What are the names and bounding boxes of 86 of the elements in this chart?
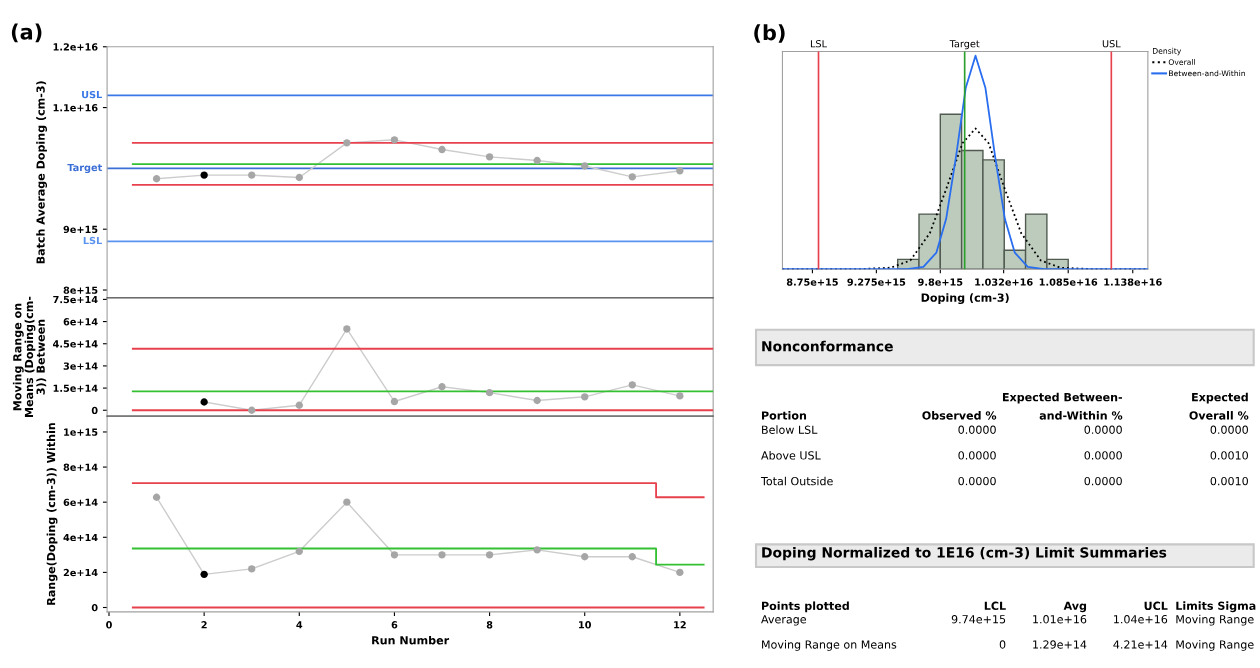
category-label: Above USL bbox=[761, 451, 821, 460]
data-label: Moving Range bbox=[1176, 640, 1254, 651]
ref-line-label: LSL bbox=[810, 40, 827, 48]
y-tick-label: 1.5e+14 bbox=[53, 384, 98, 392]
data-label: 9.74e+15 bbox=[951, 615, 1006, 624]
point bbox=[485, 388, 494, 397]
ref-line-label: Target bbox=[949, 40, 980, 50]
point bbox=[676, 392, 684, 400]
category-label: Below LSL bbox=[762, 425, 818, 434]
x-tick-label: 0 bbox=[106, 621, 112, 629]
point bbox=[295, 401, 303, 409]
y-tick-label: 1.1e+16 bbox=[53, 104, 98, 112]
y-tick-label: 9e+15 bbox=[63, 225, 98, 234]
data-label: 0.0010 bbox=[1210, 451, 1248, 460]
x-tick-label: 8 bbox=[486, 621, 493, 629]
data-label: 0.0000 bbox=[1210, 425, 1248, 434]
y-tick-label: 0 bbox=[91, 406, 98, 415]
data-label: 0.0000 bbox=[1084, 425, 1122, 434]
text: Doping Normalized to 1E16 (cm-3) Limit Summaries bbox=[762, 546, 1167, 561]
point bbox=[390, 397, 399, 406]
y-axis-title: Range(Doping (cm-3)) Within bbox=[46, 423, 58, 605]
text: Nonconformance bbox=[762, 340, 893, 352]
category-label: Total Outside bbox=[760, 476, 833, 486]
data-label: 0.0010 bbox=[1210, 476, 1248, 486]
x-tick-label: 8.75e+15 bbox=[786, 278, 838, 286]
y-tick-label: 4.5e+14 bbox=[53, 340, 98, 348]
data-label: 1.01e+16 bbox=[1033, 615, 1087, 624]
category-label: Moving Range on Means bbox=[762, 640, 897, 651]
point bbox=[248, 406, 256, 414]
data-label: Moving Range bbox=[1176, 614, 1254, 626]
x-axis-title: Run Number bbox=[372, 635, 450, 645]
text: Avg bbox=[1063, 601, 1087, 613]
y-tick-label: 8e+14 bbox=[63, 463, 98, 471]
text: LCL bbox=[984, 601, 1006, 611]
ref-line-label: Target bbox=[67, 163, 103, 174]
y-tick-label: 1.2e+16 bbox=[53, 43, 98, 51]
text: Expected Between- and-Within % bbox=[1002, 392, 1123, 420]
y-axis-title: Moving Range on Means (Doping(cm- 3)) Between bbox=[12, 296, 47, 417]
y-tick-label: 6e+14 bbox=[63, 318, 98, 326]
data-label: 0 bbox=[999, 640, 1006, 649]
data-label: 4.21e+14 bbox=[1113, 640, 1168, 649]
point bbox=[628, 381, 636, 389]
x-tick-label: 12 bbox=[674, 621, 686, 629]
text: (a) bbox=[11, 23, 42, 43]
data-label: 0.0000 bbox=[958, 451, 996, 460]
x-tick-label: 1.138e+16 bbox=[1104, 278, 1162, 286]
point bbox=[200, 398, 208, 406]
text: UCL bbox=[1144, 601, 1168, 611]
x-axis-title: Doping (cm-3) bbox=[921, 293, 1009, 305]
data-label: 0.0000 bbox=[1084, 451, 1122, 460]
text: (b) bbox=[754, 24, 785, 43]
x-tick-label: 9.275e+15 bbox=[847, 278, 906, 286]
ref-line-label: USL bbox=[82, 90, 102, 99]
x-tick-label: 4 bbox=[296, 621, 303, 629]
ref-line-label: LSL bbox=[83, 236, 102, 245]
y-tick-label: 8e+15 bbox=[63, 286, 98, 294]
data-label: 1.29e+14 bbox=[1033, 640, 1087, 649]
x-tick-label: 1.032e+16 bbox=[975, 278, 1033, 286]
data-label: 0.0000 bbox=[958, 476, 996, 486]
point bbox=[343, 325, 351, 333]
y-tick-label: 4e+14 bbox=[63, 533, 98, 542]
point bbox=[533, 396, 541, 405]
y-tick-label: 3e+14 bbox=[63, 362, 98, 370]
y-tick-label: 1e+15 bbox=[64, 428, 98, 436]
x-tick-label: 6 bbox=[391, 621, 398, 629]
text: Limits Sigma bbox=[1176, 601, 1256, 613]
text: Points plotted bbox=[762, 601, 849, 613]
text: Observed % bbox=[922, 411, 997, 420]
x-tick-label: 1.085e+16 bbox=[1039, 278, 1098, 286]
x-tick-label: 9.8e+15 bbox=[918, 278, 963, 286]
y-tick-label: 7.5e+14 bbox=[53, 296, 98, 304]
y-tick-label: 6e+14 bbox=[63, 498, 98, 507]
text: Expected Overall % bbox=[1189, 392, 1249, 420]
text: Portion bbox=[762, 411, 807, 420]
y-tick-label: 0 bbox=[91, 603, 98, 612]
point bbox=[581, 393, 589, 401]
y-axis-title: Batch Average Doping (cm-3) bbox=[36, 81, 48, 264]
point bbox=[438, 383, 446, 391]
x-tick-label: 10 bbox=[579, 621, 592, 629]
data-label: 0.0000 bbox=[958, 425, 996, 434]
x-tick-label: 2 bbox=[201, 621, 207, 629]
data-label: 1.04e+16 bbox=[1114, 615, 1168, 624]
ref-line-label: USL bbox=[1102, 40, 1121, 48]
category-label: Average bbox=[761, 615, 807, 626]
data-label: 0.0000 bbox=[1084, 476, 1122, 486]
y-tick-label: 2e+14 bbox=[63, 568, 98, 577]
